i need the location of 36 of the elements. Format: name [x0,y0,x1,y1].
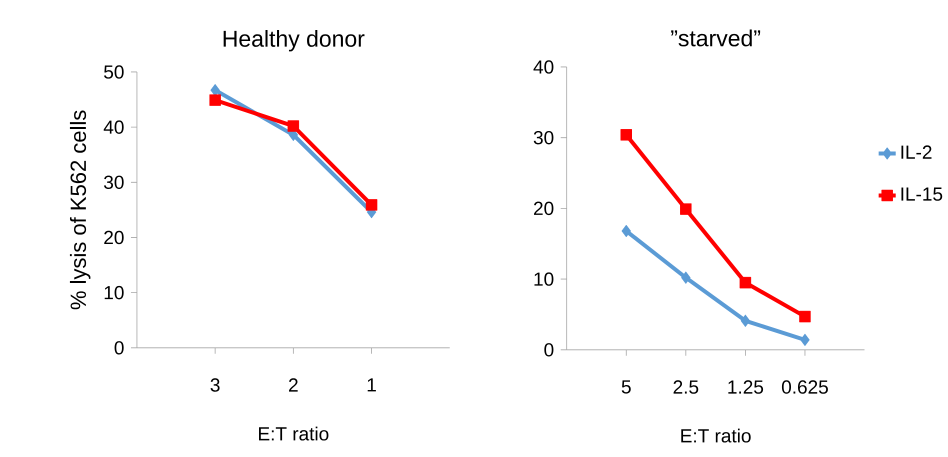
x-tick-label: 3 [210,378,220,392]
y-axis-title: % lysis of K562 cells [70,110,90,310]
y-tick-label: 20 [534,202,554,216]
y-tick-label: 30 [534,131,554,145]
y-tick-label: 40 [104,120,124,134]
point [740,277,752,288]
point [681,272,691,284]
x-tick-label: 1 [368,378,376,392]
y-tick-label: 40 [533,60,554,74]
x-axis-title: E:T ratio [681,428,751,443]
point [366,199,378,211]
y-tick-label: 0 [114,341,124,355]
legend-label: IL-2 [901,146,932,159]
y-tick-label: 10 [534,272,554,286]
chart-title: Healthy donor [224,30,364,52]
x-tick-label: 0.625 [782,380,828,394]
point [620,129,632,141]
legend-label: IL-15 [901,188,942,201]
point [622,224,632,238]
x-tick-label: 1.25 [728,380,764,394]
y-tick-label: 50 [104,65,124,79]
x-tick-label: 2 [289,378,298,392]
point [799,310,811,322]
y-tick-label: 0 [544,343,554,357]
point [680,203,692,215]
chart-title: ”starved” [671,30,760,47]
point [800,334,810,346]
point [288,120,300,132]
x-axis-title: E:T ratio [259,426,328,441]
y-tick-label: 20 [104,230,124,244]
y-tick-label: 10 [104,286,124,300]
point [740,314,750,328]
y-tick-label: 30 [104,176,124,190]
point [209,94,221,106]
x-tick-label: 5 [622,380,631,394]
x-tick-label: 2.5 [674,380,698,394]
